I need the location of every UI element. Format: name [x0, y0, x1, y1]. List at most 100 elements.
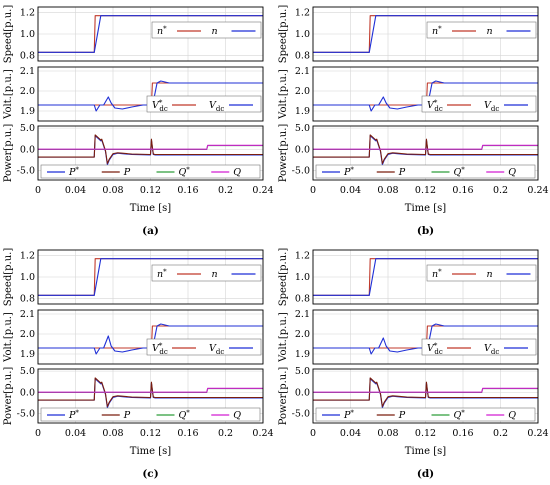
- x-tick-label: 0.12: [140, 185, 161, 196]
- subplot-2: -5.0 0.0 5.0 Power[p.u.] P* P Q* Q: [278, 366, 539, 425]
- subplot-2: -5.0 0.0 5.0 Power[p.u.] P* P Q* Q: [278, 123, 539, 182]
- y-tick-label: 2.0: [20, 329, 35, 340]
- series-line-p: [313, 134, 538, 164]
- x-tick-label: 0.2: [218, 428, 233, 439]
- legend-box: [151, 264, 262, 282]
- x-tick-label: 0.04: [340, 428, 361, 439]
- legend: V* dc Vdc: [421, 338, 537, 356]
- panel-label: (d): [417, 468, 434, 480]
- legend: P* P Q* Q: [315, 407, 536, 422]
- y-tick-label: 1.2: [20, 250, 35, 261]
- x-tick-label: 0.04: [65, 185, 86, 196]
- y-tick-label: 2.0: [20, 86, 35, 97]
- legend-label: P: [123, 167, 131, 178]
- subplot-2: -5.0 0.0 5.0 Power[p.u.] P* P Q* Q: [3, 366, 264, 426]
- legend-box: [315, 407, 536, 422]
- x-tick-label: 0.24: [527, 428, 548, 439]
- y-tick-label: 5.0: [295, 366, 310, 377]
- x-axis-label: Time [s]: [130, 203, 171, 214]
- legend-label: Vdc: [209, 343, 224, 356]
- y-axis-label: Volt.[p.u.]: [278, 312, 289, 363]
- y-axis-label: Power[p.u.]: [3, 124, 14, 183]
- y-tick-label: 1.2: [295, 7, 310, 18]
- series-line-n: [38, 15, 263, 53]
- legend-label: n: [212, 26, 218, 37]
- series-line-vdc: [38, 80, 263, 112]
- legend-box: [151, 21, 262, 39]
- legend-box: [426, 21, 537, 39]
- x-tick-label: 0.24: [252, 185, 273, 196]
- legend-label: P: [398, 167, 406, 178]
- legend-box: [426, 264, 537, 282]
- legend: P* P Q* Q: [40, 164, 261, 179]
- series-group: [313, 258, 538, 296]
- axes-frame: [312, 249, 539, 305]
- series-line-p: [38, 377, 263, 407]
- legend-box: [146, 95, 262, 113]
- subplot-0: 0.8 1.0 1.2 Speed[p.u.] n* n: [3, 248, 264, 306]
- series-line-q: [313, 144, 538, 150]
- legend-label: Vdc: [209, 100, 224, 113]
- legend-box: [146, 338, 262, 356]
- legend-label: Q*: [454, 409, 466, 421]
- x-tick-label: 0.24: [527, 185, 548, 196]
- y-tick-label: 0.8: [295, 294, 310, 305]
- series-group: [313, 134, 538, 166]
- y-tick-label: 2.1: [295, 309, 310, 320]
- legend-label: n*: [157, 268, 167, 280]
- y-tick-label: 1.9: [295, 106, 310, 117]
- series-line-vdc: [313, 80, 538, 112]
- y-tick-label: 2.1: [20, 309, 35, 320]
- legend: n* n: [151, 21, 262, 39]
- legend-label: n*: [157, 25, 167, 37]
- legend-label: n: [487, 269, 493, 280]
- legend-label: Vdc: [484, 343, 499, 356]
- series-line-p: [313, 377, 538, 407]
- y-tick-label: 0.0: [295, 144, 310, 155]
- y-tick-label: 1.9: [20, 349, 35, 360]
- legend: V* dc Vdc: [421, 95, 537, 113]
- panel-label: (c): [142, 468, 158, 480]
- y-tick-label: 0.8: [295, 51, 310, 62]
- y-axis-label: Volt.[p.u.]: [278, 69, 289, 120]
- y-tick-label: -5.0: [292, 409, 310, 420]
- y-tick-label: 5.0: [20, 366, 35, 377]
- legend: n* n: [151, 264, 262, 282]
- axes-frame: [312, 66, 539, 122]
- series-group: [38, 323, 263, 355]
- axes-frame: [37, 249, 264, 305]
- panel-label: (b): [417, 225, 434, 237]
- y-tick-label: 5.0: [295, 123, 310, 134]
- x-tick-label: 0.08: [102, 185, 123, 196]
- panel-1: 0.8 1.0 1.2 Speed[p.u.] n* n 1.9 2.0 2.1 Volt.[p.…: [278, 5, 549, 237]
- x-tick-label: 0: [35, 428, 41, 439]
- series-line-vdc: [38, 323, 263, 355]
- y-axis-label: Power[p.u.]: [3, 367, 14, 426]
- legend-label: Q*: [454, 166, 466, 178]
- y-tick-label: 0.0: [20, 144, 35, 155]
- y-tick-label: 0.8: [20, 294, 35, 305]
- x-axis-label: Time [s]: [130, 446, 171, 457]
- y-tick-label: 0.8: [20, 51, 35, 62]
- series-group: [313, 323, 538, 355]
- legend-label: Q: [508, 410, 516, 421]
- series-group: [38, 80, 263, 112]
- legend-label: P*: [68, 409, 79, 421]
- subplot-1: 1.9 2.0 2.1 Volt.[p.u.] V* dc Vdc: [278, 66, 539, 122]
- series-line-p: [38, 134, 263, 164]
- legend-label: V* dc: [427, 99, 443, 113]
- panel-0: 0.8 1.0 1.2 Speed[p.u.] n* n 1.9 2.0 2.1 Volt.[p.…: [3, 5, 274, 237]
- x-tick-label: 0.2: [218, 185, 233, 196]
- x-tick-label: 0: [35, 185, 41, 196]
- series-line-q: [38, 144, 263, 150]
- y-axis-label: Volt.[p.u.]: [3, 312, 14, 363]
- series-line-n: [313, 15, 538, 53]
- y-tick-label: 2.1: [20, 66, 35, 77]
- y-tick-label: 1.9: [20, 106, 35, 117]
- legend-box: [421, 95, 537, 113]
- y-axis-label: Speed[p.u.]: [278, 5, 289, 64]
- x-tick-label: 0.04: [65, 428, 86, 439]
- subplot-0: 0.8 1.0 1.2 Speed[p.u.] n* n: [3, 5, 264, 63]
- axes-frame: [312, 368, 539, 424]
